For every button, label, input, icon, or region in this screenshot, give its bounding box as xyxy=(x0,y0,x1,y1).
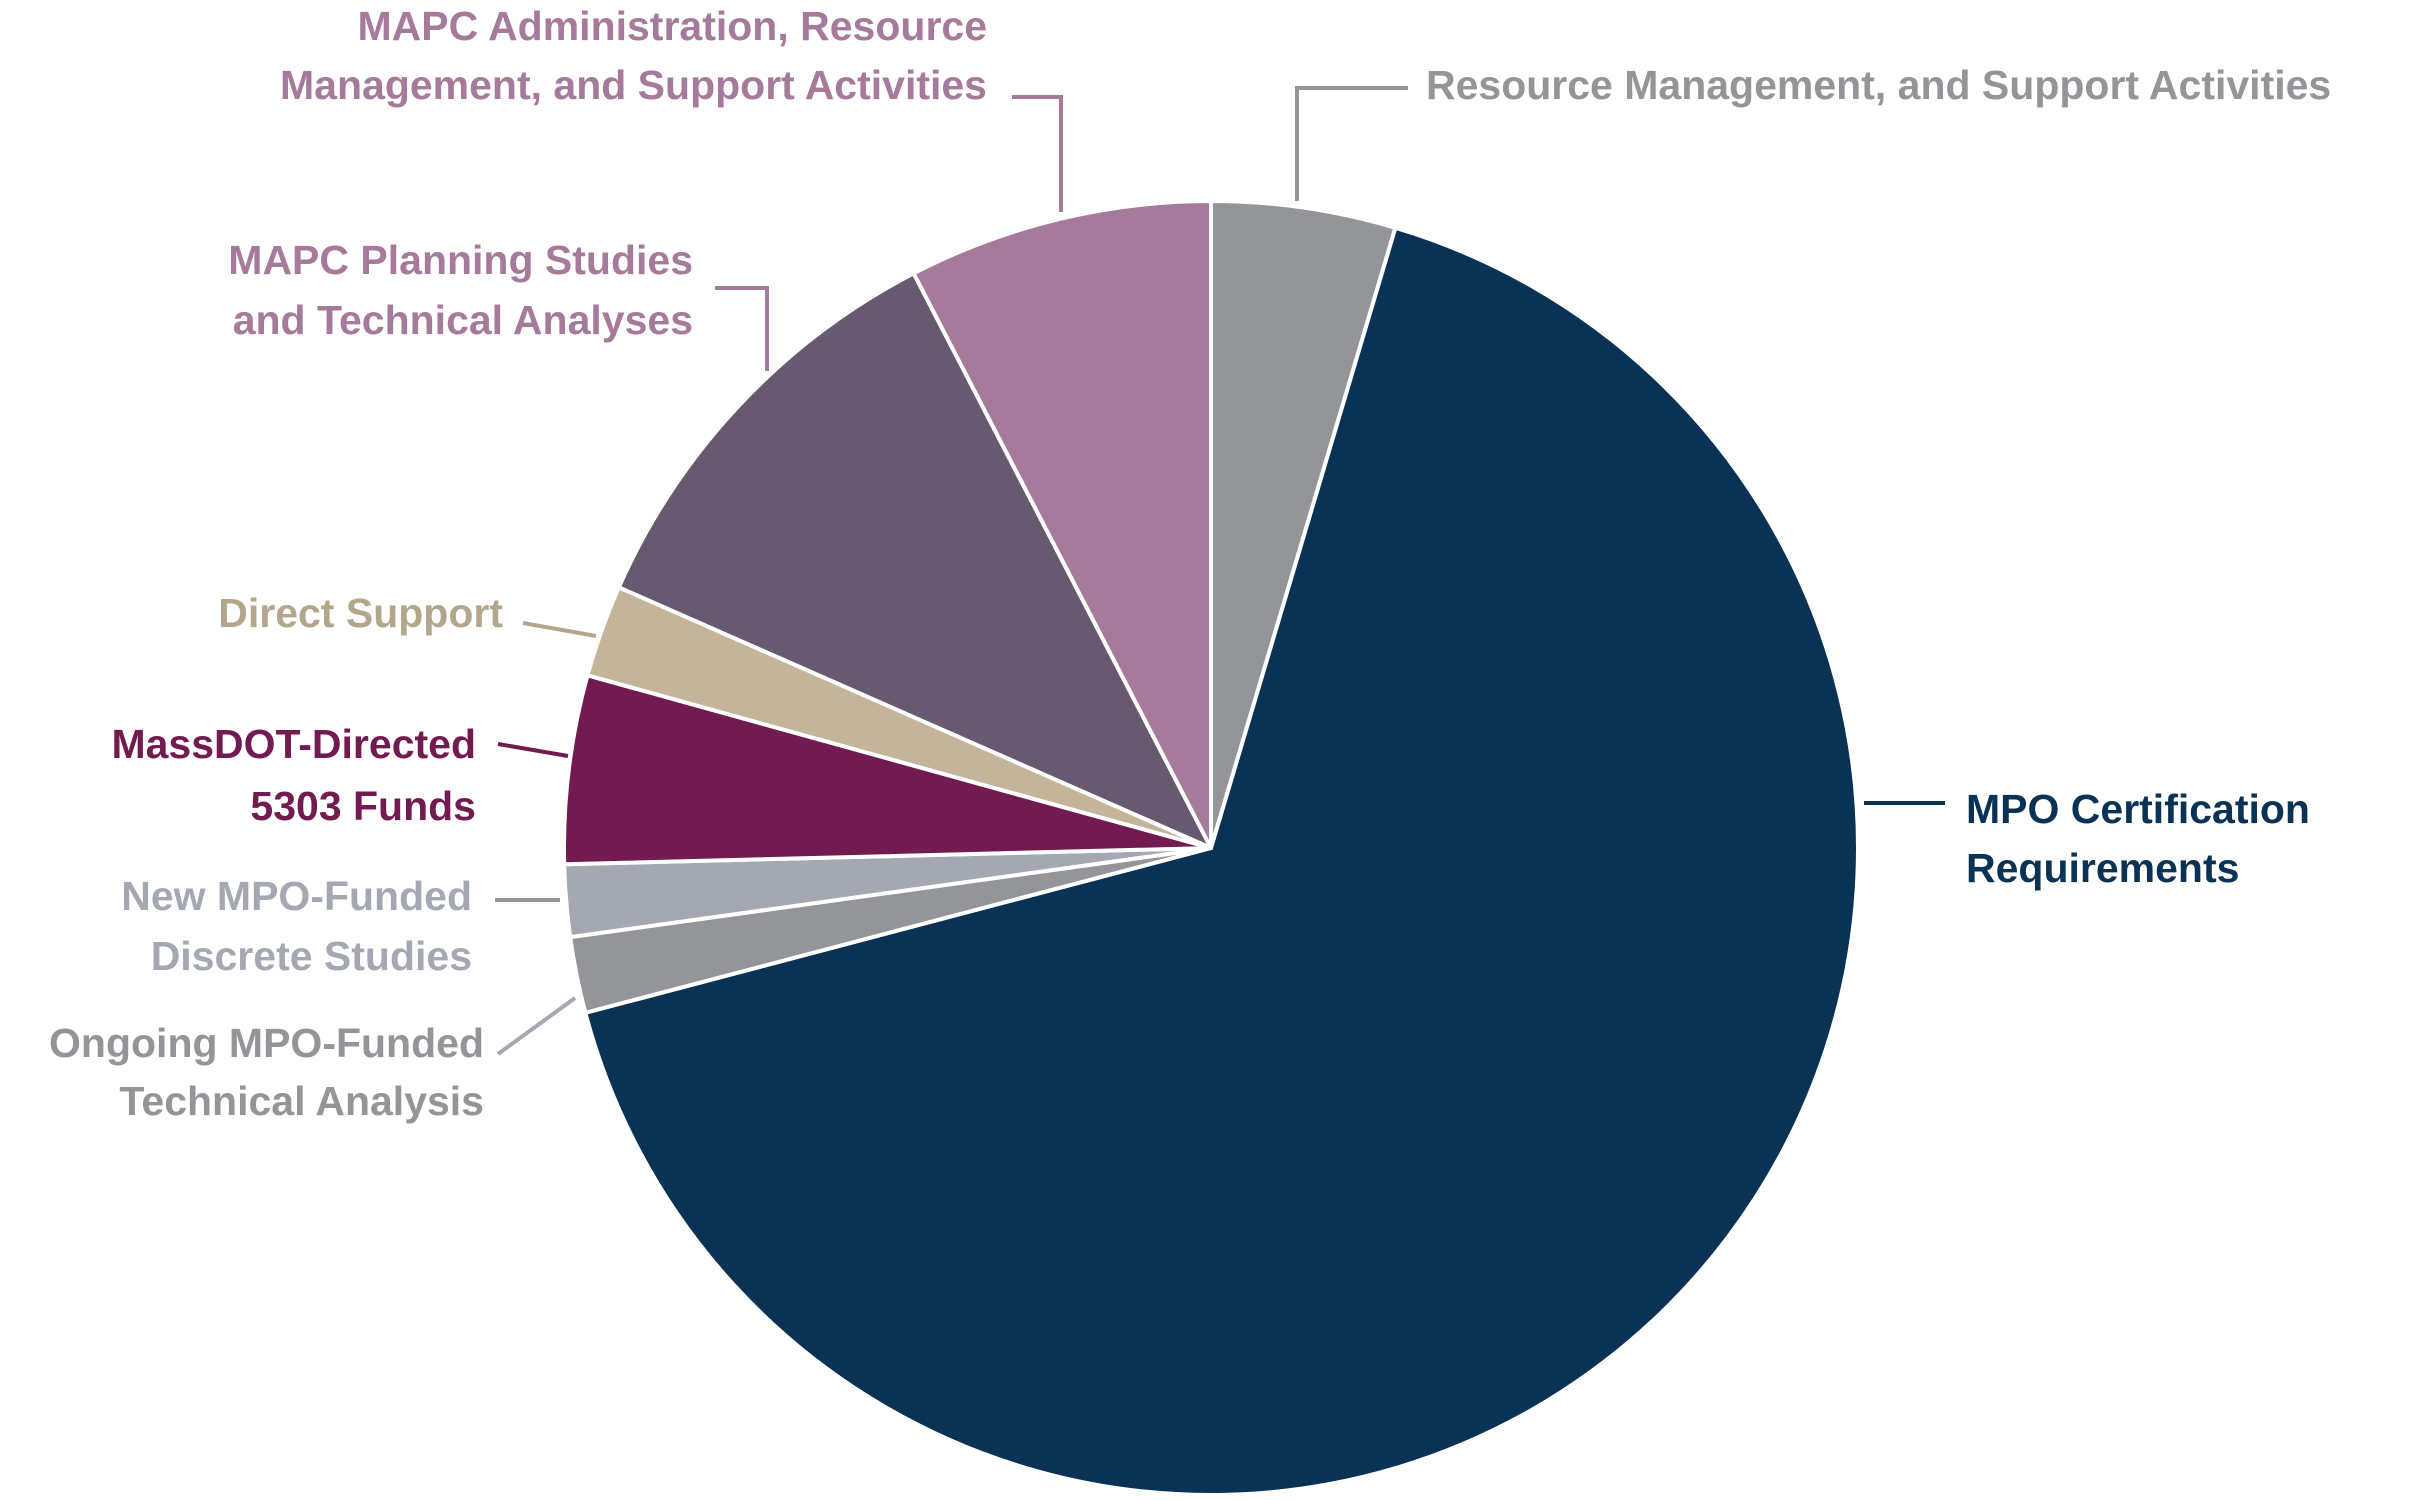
slice-label: Technical Analysis xyxy=(119,1078,484,1124)
slice-label: and Technical Analyses xyxy=(233,297,693,343)
leader-line xyxy=(715,286,769,371)
leader-line xyxy=(522,621,597,638)
slice-label: Ongoing MPO-Funded xyxy=(49,1020,484,1066)
pie-slice xyxy=(911,199,1213,850)
pie-slices xyxy=(562,199,1860,1497)
slice-label: Direct Support xyxy=(218,590,503,636)
slice-label: MAPC Planning Studies xyxy=(228,237,693,283)
slice-label: MassDOT-Directed xyxy=(111,721,476,767)
leader-line xyxy=(1012,95,1063,212)
slice-label: MAPC Administration, Resource xyxy=(357,3,987,49)
leader-line xyxy=(496,996,577,1056)
slice-label: Resource Management, and Support Activit… xyxy=(1426,62,2331,108)
pie-slice xyxy=(583,225,1860,1497)
slice-label: MPO Certification xyxy=(1966,786,2310,832)
slice-label: 5303 Funds xyxy=(250,783,476,829)
pie-slice xyxy=(616,271,1213,850)
slice-label: Requirements xyxy=(1966,845,2239,891)
leader-line xyxy=(497,742,569,758)
pie-labels: Resource Management, and Support Activit… xyxy=(49,3,2331,1124)
slice-label: Discrete Studies xyxy=(151,933,472,979)
slice-label: Management, and Support Activities xyxy=(280,62,987,108)
slice-label: New MPO-Funded xyxy=(121,873,472,919)
leader-line xyxy=(1295,86,1408,201)
pie-slice xyxy=(562,673,1213,867)
